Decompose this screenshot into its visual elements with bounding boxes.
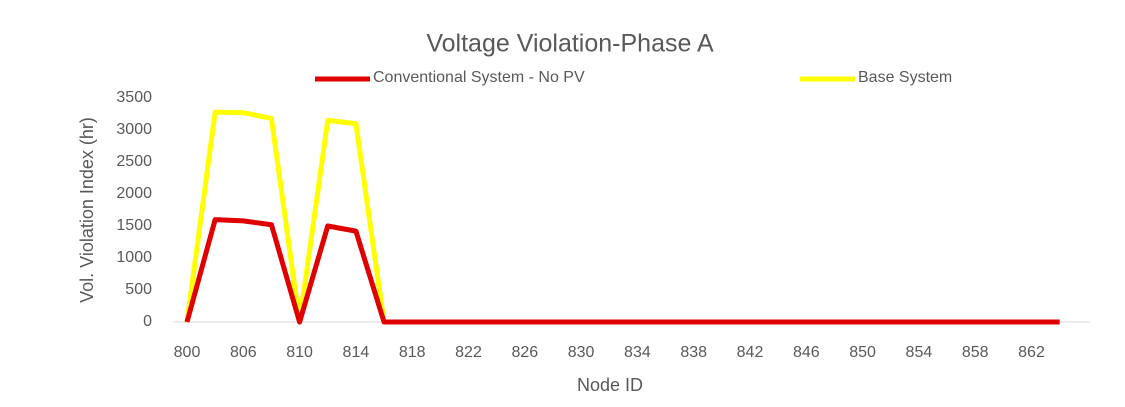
y-tick-label: 1000 [116, 249, 152, 266]
x-tick-label: 862 [1018, 344, 1045, 361]
x-tick-label: 846 [793, 344, 820, 361]
x-tick-label: 814 [343, 344, 370, 361]
x-tick-label: 818 [399, 344, 426, 361]
chart-title: Voltage Violation-Phase A [426, 30, 714, 58]
x-tick-label: 854 [906, 344, 933, 361]
x-tick-label: 834 [624, 344, 651, 361]
series-line [184, 109, 1060, 325]
y-axis-label: Vol. Violation Index (hr) [77, 117, 97, 303]
x-tick-label: 826 [511, 344, 538, 361]
x-tick-label: 822 [455, 344, 482, 361]
x-axis-label: Node ID [577, 375, 643, 395]
y-tick-label: 3000 [116, 121, 152, 138]
y-tick-label: 2500 [116, 153, 152, 170]
y-tick-label: 2000 [116, 185, 152, 202]
y-tick-label: 3500 [116, 89, 152, 106]
x-tick-label: 838 [680, 344, 707, 361]
y-tick-label: 500 [125, 281, 152, 298]
x-tick-label: 850 [849, 344, 876, 361]
x-tick-label: 806 [230, 344, 257, 361]
x-tick-label: 842 [737, 344, 764, 361]
legend-label: Base System [858, 69, 952, 86]
series-line [184, 217, 1060, 325]
x-tick-label: 800 [174, 344, 201, 361]
legend-label: Conventional System - No PV [373, 69, 585, 86]
x-tick-label: 858 [962, 344, 989, 361]
x-tick-label: 810 [286, 344, 313, 361]
x-tick-label: 830 [568, 344, 595, 361]
y-tick-label: 1500 [116, 217, 152, 234]
y-tick-label: 0 [143, 313, 152, 330]
